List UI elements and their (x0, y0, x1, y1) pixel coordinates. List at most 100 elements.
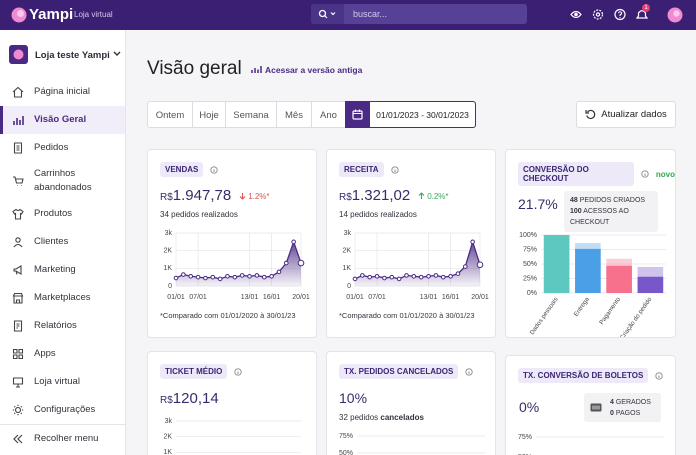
menu-icon (13, 116, 24, 125)
point (210, 274, 216, 280)
menu-item[interactable]: Loja virtual (0, 368, 125, 396)
collapse-icon (13, 434, 23, 444)
icon-shape (12, 208, 24, 220)
menu-item[interactable]: Página inicial (0, 78, 125, 106)
collapse-menu[interactable]: Recolher menu (0, 424, 125, 454)
point (239, 273, 245, 278)
menu-label: Relatórios (34, 320, 77, 331)
point (352, 276, 358, 282)
currency: R$ (160, 192, 173, 203)
store-icon (9, 45, 28, 64)
x-tick-label: Dados pessoais (529, 296, 560, 336)
info-icon[interactable] (641, 170, 649, 178)
y-tick-label: 1K (163, 265, 172, 272)
period-option[interactable]: Semana (226, 102, 277, 128)
amount: 1.321,02 (351, 187, 411, 204)
period-option[interactable]: Mês (277, 102, 312, 128)
info-icon[interactable] (210, 165, 218, 174)
date-range[interactable]: 01/01/2023 - 30/01/2023 (369, 101, 476, 128)
y-tick-label: 100% (519, 232, 537, 239)
point (433, 273, 439, 278)
y-tick-label: 1K (342, 265, 351, 272)
down-arrow (239, 193, 246, 200)
menu-item[interactable]: Clientes (0, 228, 125, 256)
menu-icon (12, 404, 24, 416)
y-tick-label: 25% (523, 275, 537, 282)
x-tick-label: 20/01 (471, 294, 489, 301)
menu-label: Loja virtual (34, 376, 80, 387)
boleto-stats: 4 GERADOS 0 PAGOS (584, 393, 661, 422)
search-scope[interactable] (311, 4, 344, 24)
menu-icon (12, 208, 24, 220)
boleto-rate: 0% (519, 399, 540, 415)
info-icon[interactable] (234, 367, 242, 376)
icon-shape (13, 142, 23, 154)
period-option[interactable]: Ano (320, 109, 337, 121)
link-icon (251, 66, 262, 73)
topbar-icons (570, 7, 683, 23)
menu-label: Marketplaces (34, 292, 91, 303)
menu-icon (13, 265, 22, 275)
icon-shape (13, 265, 22, 275)
boleto-icon (590, 403, 602, 412)
menu-item[interactable]: Produtos (0, 200, 125, 228)
y-tick-label: 1K (163, 449, 172, 455)
bar (637, 276, 664, 293)
menu-label: Visão Geral (34, 114, 87, 125)
sales-chart: 01/01 07/01 13/01 16/01 20/01 0 1K 2K 3k (163, 230, 309, 301)
menu-label: Carrinhos abandonados (34, 168, 92, 193)
stat-count: 0 (610, 409, 614, 417)
checkout-stats: 48 PEDIDOS CRIADOS 100 ACESSOS AO CHECKO… (564, 191, 658, 232)
menu-label: Apps (34, 348, 56, 359)
x-tick-label: 16/01 (263, 294, 281, 301)
menu-item[interactable]: Configurações (0, 396, 125, 424)
icon-shape (13, 237, 23, 248)
sales-card: VENDAS R$1.947,78 1.2%* 34 pedidos reali… (147, 149, 317, 338)
period-option[interactable]: Ontem (148, 102, 193, 128)
store-chevron[interactable] (113, 51, 121, 57)
revenue-card: RECEITA R$1.321,02 0.2%* 14 pedidos real… (326, 149, 496, 338)
info-icon[interactable] (655, 371, 663, 380)
x-tick-label: 07/01 (368, 294, 386, 301)
menu-item[interactable]: Marketing (0, 256, 125, 284)
bar (575, 248, 601, 293)
point (404, 273, 409, 278)
calendar-button[interactable] (345, 101, 369, 128)
menu-item[interactable]: Apps (0, 340, 125, 368)
old-version-link[interactable]: Acessar a versão antiga (265, 65, 363, 75)
currency: R$ (160, 395, 173, 406)
area (355, 241, 480, 286)
refresh-button[interactable]: Atualizar dados (576, 101, 676, 128)
store-name[interactable]: Loja teste Yampi (35, 50, 110, 61)
icon-shape (12, 348, 24, 360)
period-option[interactable]: Hoje (193, 102, 226, 128)
comparison-note: *Comparado com 01/01/2020 à 30/01/23 (339, 311, 475, 320)
revenue-chart: 01/01 07/01 13/01 16/01 20/01 0 1K 2K 3k (342, 230, 489, 301)
notification-badge: 1 (642, 4, 650, 12)
menu-item[interactable]: Carrinhos abandonados (0, 162, 125, 200)
search-bar[interactable]: buscar... (311, 4, 527, 24)
menu-item[interactable]: Visão Geral (0, 106, 125, 134)
menu-item[interactable]: Pedidos (0, 134, 125, 162)
info-icon[interactable] (465, 367, 473, 376)
info-icon[interactable] (390, 165, 399, 174)
point (254, 273, 260, 278)
card-title: TX. PEDIDOS CANCELADOS (339, 364, 459, 379)
conversion-rate: 21.7% (518, 196, 558, 212)
point (374, 273, 380, 279)
stat-count: 48 (570, 197, 578, 204)
menu-icon (12, 86, 24, 98)
card-title: TICKET MÉDIO (160, 364, 228, 379)
cancel-rate: 10% (339, 390, 368, 406)
brand: Yampi (29, 6, 74, 23)
menu-label: Produtos (34, 208, 73, 219)
topbar: Yampi Loja virtual buscar... 1 (0, 0, 696, 30)
y-tick-label: 0% (527, 290, 537, 297)
point (476, 261, 484, 269)
boletos-card: TX. CONVERSÃO DE BOLETOS 0% 4 GERADOS 0 … (505, 355, 676, 455)
x-tick-label: 01/01 (346, 294, 364, 301)
x-tick-label: Pagamento (598, 296, 622, 326)
divider (0, 424, 125, 425)
menu-item[interactable]: Marketplaces (0, 284, 125, 312)
menu-item[interactable]: Relatórios (0, 312, 125, 340)
